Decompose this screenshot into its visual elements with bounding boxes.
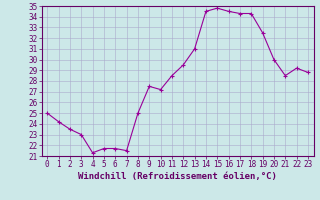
X-axis label: Windchill (Refroidissement éolien,°C): Windchill (Refroidissement éolien,°C) — [78, 172, 277, 181]
